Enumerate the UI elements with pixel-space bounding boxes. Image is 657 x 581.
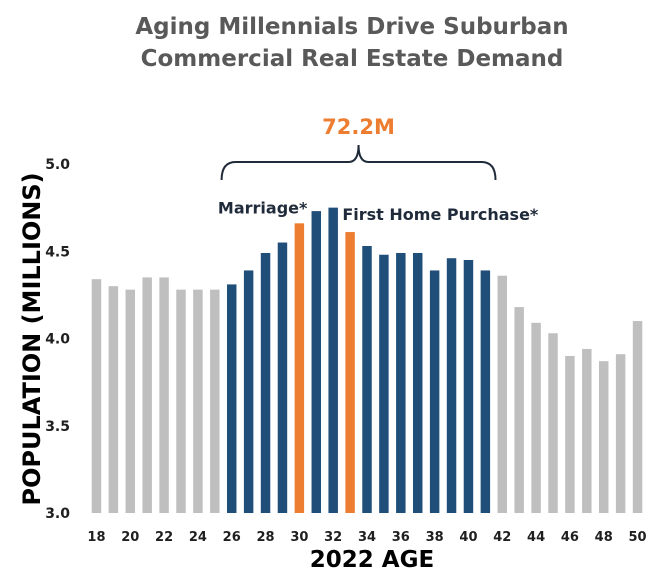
x-tick-label: 44 <box>527 530 545 545</box>
bar-age-45 <box>548 333 558 513</box>
marriage-annotation: Marriage* <box>218 198 308 217</box>
chart-title-line1: Aging Millennials Drive Suburban <box>135 14 568 40</box>
bar-age-40 <box>463 259 474 513</box>
y-axis-title: POPULATION (MILLIONS) <box>18 172 46 505</box>
x-tick-label: 42 <box>493 530 511 545</box>
x-tick-label: 46 <box>561 530 579 545</box>
bar-age-49 <box>615 354 626 513</box>
x-tick-label: 20 <box>121 530 139 545</box>
bar-age-34 <box>362 246 372 513</box>
x-tick-label: 36 <box>392 530 410 545</box>
bars <box>91 207 643 514</box>
bar-age-48 <box>598 361 609 513</box>
bar-age-30 <box>294 223 305 513</box>
x-tick-label: 26 <box>223 530 241 545</box>
x-tick-label: 24 <box>189 530 207 545</box>
bar-age-21 <box>142 277 152 513</box>
chart-title-line2: Commercial Real Estate Demand <box>141 46 564 72</box>
bar-age-29 <box>277 242 288 513</box>
bar-age-32 <box>328 207 338 514</box>
x-tick-label: 32 <box>324 530 342 545</box>
bar-age-38 <box>429 270 440 513</box>
range-label: 72.2M <box>322 115 395 139</box>
bar-age-25 <box>210 289 220 513</box>
x-tick-label: 40 <box>459 530 477 545</box>
bar-age-43 <box>514 307 524 513</box>
range-brace <box>220 144 497 181</box>
x-tick-label: 48 <box>595 530 613 545</box>
y-tick-label: 4.5 <box>45 244 70 260</box>
bar-age-46 <box>565 355 575 513</box>
x-tick-label: 18 <box>87 530 105 545</box>
y-tick-label: 5.0 <box>45 157 70 173</box>
bar-age-50 <box>632 321 643 513</box>
y-axis: 3.0 3.5 4.0 4.5 5.0 <box>45 157 70 522</box>
bar-age-47 <box>582 348 592 513</box>
y-tick-label: 3.5 <box>45 419 70 435</box>
bar-age-35 <box>379 254 389 514</box>
bar-age-44 <box>531 322 541 513</box>
x-tick-label: 38 <box>426 530 444 545</box>
x-axis: 18 20 22 24 26 28 30 32 34 36 38 40 42 44 46 48 50 <box>87 530 646 545</box>
bar-age-22 <box>159 277 169 513</box>
y-tick-label: 4.0 <box>45 332 70 348</box>
x-tick-label: 50 <box>628 530 646 545</box>
bar-age-19 <box>108 286 119 513</box>
x-tick-label: 34 <box>358 530 376 545</box>
bar-age-37 <box>412 252 423 514</box>
bar-age-24 <box>193 289 203 513</box>
bar-age-36 <box>396 252 406 514</box>
bar-age-33 <box>345 232 355 514</box>
x-tick-label: 22 <box>155 530 173 545</box>
bar-age-26 <box>226 284 237 513</box>
x-tick-label: 28 <box>256 530 274 545</box>
bar-age-28 <box>260 252 271 514</box>
y-tick-label: 3.0 <box>45 506 70 522</box>
bar-age-39 <box>446 258 457 513</box>
bar-age-42 <box>497 275 508 513</box>
first-home-annotation: First Home Purchase* <box>342 205 539 224</box>
bar-age-23 <box>176 289 186 513</box>
bar-age-18 <box>91 279 102 513</box>
x-tick-label: 30 <box>290 530 308 545</box>
x-axis-title: 2022 AGE <box>310 547 434 573</box>
bar-age-31 <box>311 211 322 514</box>
bar-age-27 <box>243 270 254 513</box>
bar-age-41 <box>480 270 491 513</box>
bar-age-20 <box>125 289 136 513</box>
